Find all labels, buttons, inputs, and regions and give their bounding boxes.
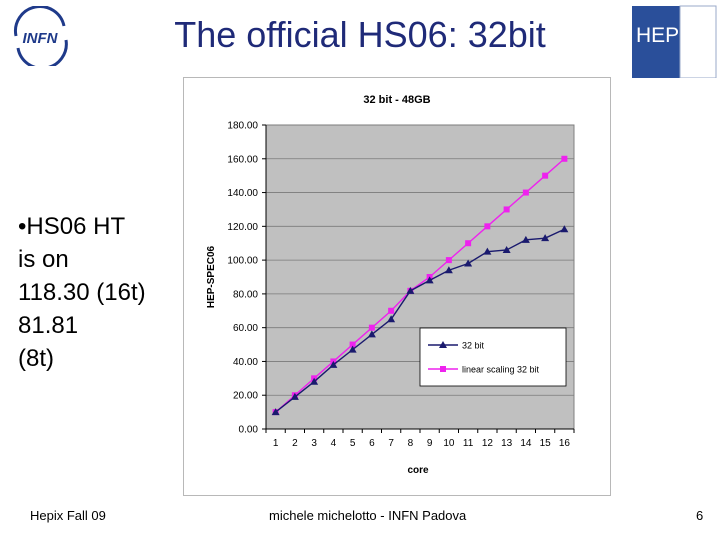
- data-point: [349, 341, 356, 348]
- x-tick-label: 15: [540, 438, 552, 449]
- x-tick-label: 12: [482, 438, 494, 449]
- hepix-logo: HEPiX: [628, 2, 720, 79]
- data-point: [542, 172, 549, 179]
- y-tick-label: 140.00: [227, 188, 258, 199]
- series-32bit: [271, 225, 569, 416]
- data-point: [425, 276, 434, 284]
- x-tick-label: 13: [501, 438, 513, 449]
- data-point: [310, 377, 319, 385]
- data-point: [445, 257, 452, 264]
- data-point: [465, 240, 472, 247]
- y-tick-label: 100.00: [227, 256, 258, 267]
- data-point: [521, 235, 530, 243]
- series-line: [275, 158, 565, 413]
- x-tick-label: 4: [331, 438, 337, 449]
- data-point: [406, 286, 415, 294]
- y-tick-label: 160.00: [227, 154, 258, 165]
- x-tick-label: 10: [443, 438, 455, 449]
- y-tick-label: 120.00: [227, 222, 258, 233]
- x-tick-label: 2: [292, 438, 298, 449]
- y-tick-label: 180.00: [227, 121, 258, 132]
- data-point: [484, 223, 491, 230]
- x-tick-label: 9: [427, 438, 433, 449]
- data-point: [290, 392, 299, 400]
- data-point: [503, 206, 510, 213]
- infn-logo-text: INFN: [23, 30, 59, 47]
- x-tick-label: 8: [408, 438, 414, 449]
- footer-center: michele michelotto - INFN Padova: [269, 508, 467, 523]
- bullet-list: •HS06 HT is on 118.30 (16t) 81.81 (8t): [18, 210, 188, 375]
- data-point: [329, 360, 338, 368]
- hepix-logo-text: HEPiX: [636, 24, 698, 47]
- x-tick-label: 6: [369, 438, 375, 449]
- x-axis-label: core: [407, 465, 429, 476]
- infn-logo: INFN: [8, 5, 72, 70]
- data-point: [502, 245, 511, 253]
- y-tick-label: 60.00: [233, 323, 258, 334]
- legend-marker: [439, 341, 447, 348]
- legend-box: [419, 327, 567, 387]
- chart-panel: 32 bit - 48GB 0.00 20.00 40.00 60.00 80.00 10…: [183, 77, 611, 496]
- data-point: [464, 259, 473, 267]
- x-tick-label: 11: [463, 438, 474, 449]
- y-axis-label: HEP-SPEC06: [206, 245, 217, 308]
- data-point: [387, 315, 396, 323]
- data-point: [483, 247, 492, 255]
- legend-label: linear scaling 32 bit: [462, 365, 540, 375]
- page-number: 6: [696, 508, 704, 523]
- data-point: [368, 324, 375, 331]
- series-layer: [271, 155, 569, 416]
- data-point: [444, 266, 453, 274]
- bullet-item: •HS06 HT is on 118.30 (16t) 81.81 (8t): [18, 213, 146, 372]
- x-tick-label: 1: [273, 438, 279, 449]
- data-point: [348, 345, 357, 353]
- data-point: [388, 307, 395, 314]
- legend-marker: [440, 366, 446, 372]
- axes: 0.00 20.00 40.00 60.00 80.00 100.00 120.00 140.…: [227, 121, 575, 449]
- x-tick-label: 14: [520, 438, 532, 449]
- x-tick-label: 16: [559, 438, 571, 449]
- y-tick-label: 0.00: [239, 425, 259, 436]
- y-tick-label: 40.00: [233, 357, 258, 368]
- x-tick-label: 3: [311, 438, 317, 449]
- x-tick-label: 5: [350, 438, 356, 449]
- footer-left: Hepix Fall 09: [30, 508, 106, 523]
- chart-title: 32 bit - 48GB: [363, 94, 430, 106]
- data-point: [561, 155, 568, 162]
- legend: 32 bit linear scaling 32 bit: [419, 327, 567, 387]
- legend-label: 32 bit: [462, 341, 485, 351]
- y-tick-label: 20.00: [233, 391, 258, 402]
- data-point: [271, 408, 280, 416]
- line-chart: 32 bit - 48GB 0.00 20.00 40.00 60.00 80.00 10…: [206, 94, 575, 476]
- x-tick-label: 7: [388, 438, 394, 449]
- y-tick-label: 80.00: [233, 289, 258, 300]
- data-point: [367, 330, 376, 338]
- series-line: [275, 228, 565, 413]
- data-point: [560, 225, 569, 233]
- data-point: [541, 234, 550, 242]
- data-point: [522, 189, 529, 196]
- slide-title: The official HS06: 32bit: [174, 14, 546, 55]
